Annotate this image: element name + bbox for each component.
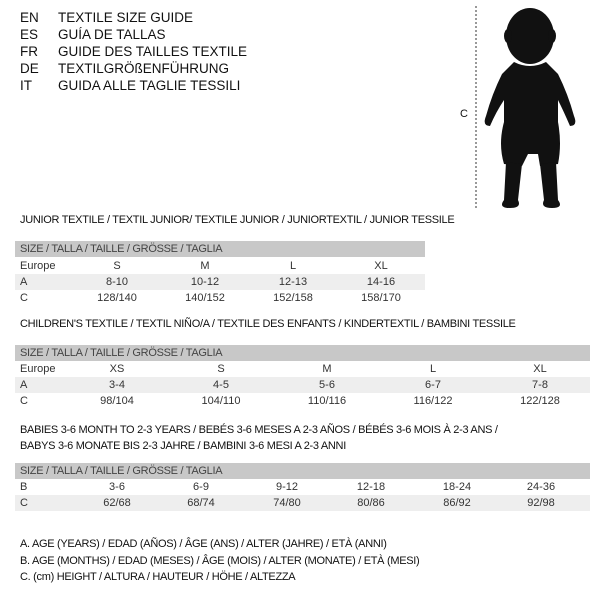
table-cell: S [113, 260, 121, 272]
height-label: C [460, 108, 468, 120]
table-cell: L [289, 260, 297, 272]
row-label: Europe [20, 260, 56, 272]
table-cell: 80/86 [357, 497, 385, 509]
size-header-bar: SIZE / TALLA / TAILLE / GRÖSSE / TAGLIA [15, 463, 590, 479]
table-row: B 3-6 6-9 9-12 12-18 18-24 24-36 [15, 479, 590, 495]
language-title: GUIDA ALLE TAGLIE TESSILI [58, 78, 241, 93]
child-silhouette-icon [475, 6, 576, 210]
table-row: Europe XS S M L XL [15, 361, 590, 377]
size-header-bar: SIZE / TALLA / TAILLE / GRÖSSE / TAGLIA [15, 241, 425, 257]
table-cell: 7-8 [532, 379, 548, 391]
language-title: TEXTILE SIZE GUIDE [58, 10, 194, 25]
table-cell: M [322, 363, 332, 375]
size-header-bar: SIZE / TALLA / TAILLE / GRÖSSE / TAGLIA [15, 345, 590, 361]
table-cell: 12-18 [356, 481, 386, 493]
table-title: CHILDREN'S TEXTILE / TEXTIL NIÑO/A / TEX… [20, 318, 516, 330]
table-cell: 6-7 [425, 379, 441, 391]
table-cell: 158/170 [361, 292, 401, 304]
row-label: C [20, 497, 28, 509]
table-cell: 3-4 [109, 379, 125, 391]
table-cell: 62/68 [103, 497, 131, 509]
language-title: GUÍA DE TALLAS [58, 27, 166, 42]
language-code: DE [20, 61, 39, 76]
table-cell: 98/104 [100, 395, 134, 407]
language-code: FR [20, 44, 38, 59]
table-title: JUNIOR TEXTILE / TEXTIL JUNIOR/ TEXTILE … [20, 214, 455, 226]
table-cell: 14-16 [366, 276, 396, 288]
table-cell: 10-12 [190, 276, 220, 288]
legend-item: A. AGE (YEARS) / EDAD (AÑOS) / ÂGE (ANS)… [20, 538, 387, 550]
table-cell: 152/158 [273, 292, 313, 304]
table-cell: 86/92 [443, 497, 471, 509]
row-label: A [20, 276, 28, 288]
table-cell: 18-24 [442, 481, 472, 493]
table-cell: 4-5 [213, 379, 229, 391]
table-cell: 104/110 [201, 395, 241, 407]
table-row: C 62/68 68/74 74/80 80/86 86/92 92/98 [15, 495, 590, 511]
table-cell: 122/128 [520, 395, 560, 407]
table-cell: 128/140 [97, 292, 137, 304]
table-cell: 74/80 [273, 497, 301, 509]
legend-item: B. AGE (MONTHS) / EDAD (MESES) / ÂGE (MO… [20, 554, 420, 567]
table-cell: S [217, 363, 225, 375]
table-row: Europe S M L XL [15, 258, 425, 274]
table-cell: 8-10 [105, 276, 129, 288]
legend-item: C. (cm) HEIGHT / ALTURA / HAUTEUR / HÖHE… [20, 571, 296, 583]
row-label: A [20, 379, 28, 391]
language-code: IT [20, 78, 32, 93]
table-row: A 8-10 10-12 12-13 14-16 [15, 274, 425, 290]
language-code: EN [20, 10, 39, 25]
row-label: B [20, 481, 28, 493]
table-cell: M [200, 260, 210, 272]
language-code: ES [20, 27, 39, 42]
table-cell: 140/152 [185, 292, 225, 304]
table-title: BABIES 3-6 MONTH TO 2-3 YEARS / BEBÉS 3-… [20, 424, 498, 436]
table-cell: L [429, 363, 437, 375]
table-cell: 24-36 [526, 481, 556, 493]
table-cell: 9-12 [275, 481, 299, 493]
table-cell: 92/98 [527, 497, 555, 509]
table-cell: 6-9 [193, 481, 209, 493]
table-cell: 3-6 [109, 481, 125, 493]
row-label: C [20, 292, 28, 304]
language-title: GUIDE DES TAILLES TEXTILE [58, 44, 248, 59]
table-row: A 3-4 4-5 5-6 6-7 7-8 [15, 377, 590, 393]
row-label: Europe [20, 363, 56, 375]
table-cell: 110/116 [307, 395, 347, 407]
table-cell: 5-6 [319, 379, 335, 391]
table-cell: 116/122 [413, 395, 453, 407]
table-cell: XL [533, 363, 547, 375]
table-row: C 98/104 104/110 110/116 116/122 122/128 [15, 393, 590, 409]
language-title: TEXTILGRÖßENFÜHRUNG [58, 61, 230, 76]
row-label: C [20, 395, 28, 407]
table-cell: 68/74 [187, 497, 215, 509]
table-cell: XL [374, 260, 388, 272]
table-cell: XS [109, 363, 125, 375]
table-cell: 12-13 [278, 276, 308, 288]
table-title: BABYS 3-6 MONATE BIS 2-3 JAHRE / BAMBINI… [20, 440, 346, 452]
table-row: C 128/140 140/152 152/158 158/170 [15, 290, 425, 306]
